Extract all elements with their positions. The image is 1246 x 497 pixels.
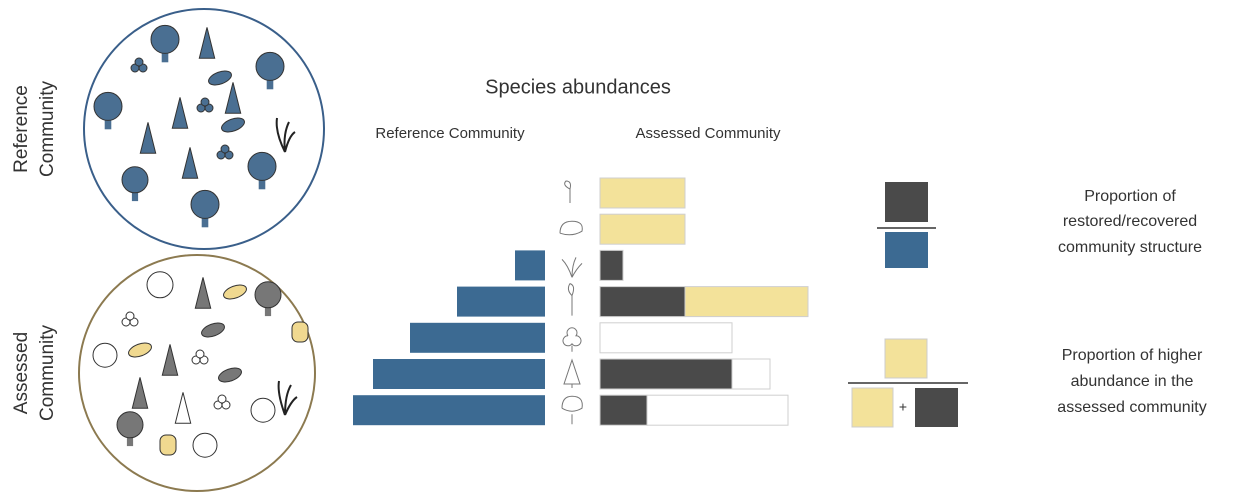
species-glyph	[559, 220, 583, 236]
plus-sign: +	[899, 399, 907, 415]
leaf	[218, 367, 242, 383]
legend-line: Proportion of higher	[1062, 347, 1203, 364]
clover	[125, 311, 135, 321]
reference-header: Reference Community	[375, 125, 525, 142]
crown	[92, 342, 118, 368]
crown	[116, 411, 144, 439]
crown	[250, 397, 276, 423]
assessed-bar	[599, 358, 733, 390]
legend-line: community structure	[1058, 239, 1202, 256]
assessed-bar	[646, 394, 789, 426]
clover	[195, 349, 205, 359]
crown	[121, 166, 149, 194]
conifer	[181, 147, 199, 179]
glyph-stroke	[563, 358, 581, 388]
higher-legend: Proportion of higher abundance in the as…	[1057, 347, 1206, 416]
conifer	[171, 97, 189, 129]
crown	[150, 24, 180, 54]
leaf	[201, 322, 225, 338]
fraction-denominator	[885, 232, 928, 268]
title: Species abundances	[485, 76, 671, 98]
crown	[146, 271, 174, 299]
leaf	[223, 284, 247, 300]
conifer	[224, 82, 242, 114]
side-label-line: Community	[37, 324, 58, 421]
glyph-stroke	[561, 257, 583, 278]
assessed-bar	[599, 249, 624, 281]
oak	[291, 321, 309, 343]
reference-side-label: Reference Community	[11, 80, 58, 177]
conifer	[161, 344, 179, 376]
glyph-stroke	[561, 395, 583, 425]
glyph-stroke	[567, 283, 575, 316]
reference-bar	[457, 286, 545, 317]
assessed-bar	[599, 322, 733, 354]
conifer	[174, 392, 192, 424]
fraction-denominator	[851, 387, 894, 428]
fraction-numerator	[885, 182, 928, 222]
grass	[277, 380, 298, 416]
legend-line: abundance in the	[1071, 373, 1194, 390]
leaf	[128, 342, 152, 358]
assessed-header: Assessed Community	[635, 125, 781, 142]
assessed-bar	[599, 394, 648, 426]
species-glyph	[563, 358, 581, 388]
clover	[200, 97, 210, 107]
species-glyph	[564, 180, 571, 203]
crown	[247, 151, 277, 181]
assessed-bar	[731, 358, 771, 390]
species-glyph	[561, 395, 583, 425]
oak	[159, 434, 177, 456]
fraction-denominator	[915, 388, 958, 427]
species-glyph	[567, 283, 575, 316]
fraction-numerator	[884, 338, 928, 379]
reference-species	[93, 24, 296, 228]
clover	[217, 394, 227, 404]
crown	[254, 281, 282, 309]
assessed-bar	[599, 286, 686, 318]
side-label-line: Reference	[11, 85, 32, 173]
leaf	[221, 117, 245, 133]
restored-legend: Proportion of restored/recovered communi…	[1058, 188, 1202, 256]
conifer	[198, 27, 216, 59]
crown	[190, 189, 220, 219]
reference-bar	[353, 395, 545, 426]
reference-bar	[515, 250, 545, 281]
leaf	[208, 70, 232, 86]
crown	[192, 432, 218, 458]
reference-bar	[373, 359, 545, 389]
legend-line: assessed community	[1057, 399, 1206, 416]
assessed-side-label: Assessed Community	[11, 324, 58, 421]
legend-line: Proportion of	[1084, 188, 1176, 205]
legend-line: restored/recovered	[1063, 213, 1197, 230]
species-glyph	[561, 257, 583, 278]
glyph-stroke	[559, 220, 583, 236]
glyph-stroke	[562, 327, 582, 352]
assessed-bar	[599, 213, 686, 245]
grass	[275, 117, 296, 153]
glyph-stroke	[564, 180, 571, 203]
assessed-species	[92, 271, 309, 465]
reference-bar	[410, 322, 545, 353]
conifer	[194, 277, 212, 309]
reference-circle	[83, 8, 325, 250]
assessed-bar	[599, 177, 686, 209]
side-label-line: Community	[37, 80, 58, 177]
assessed-circle	[78, 254, 316, 492]
species-glyph	[562, 327, 582, 352]
crown	[255, 51, 285, 81]
side-label-line: Assessed	[11, 332, 32, 414]
clover	[134, 57, 144, 67]
conifer	[131, 377, 149, 409]
clover	[220, 144, 230, 154]
assessed-bar	[684, 286, 809, 318]
conifer	[139, 122, 157, 154]
crown	[93, 91, 123, 121]
